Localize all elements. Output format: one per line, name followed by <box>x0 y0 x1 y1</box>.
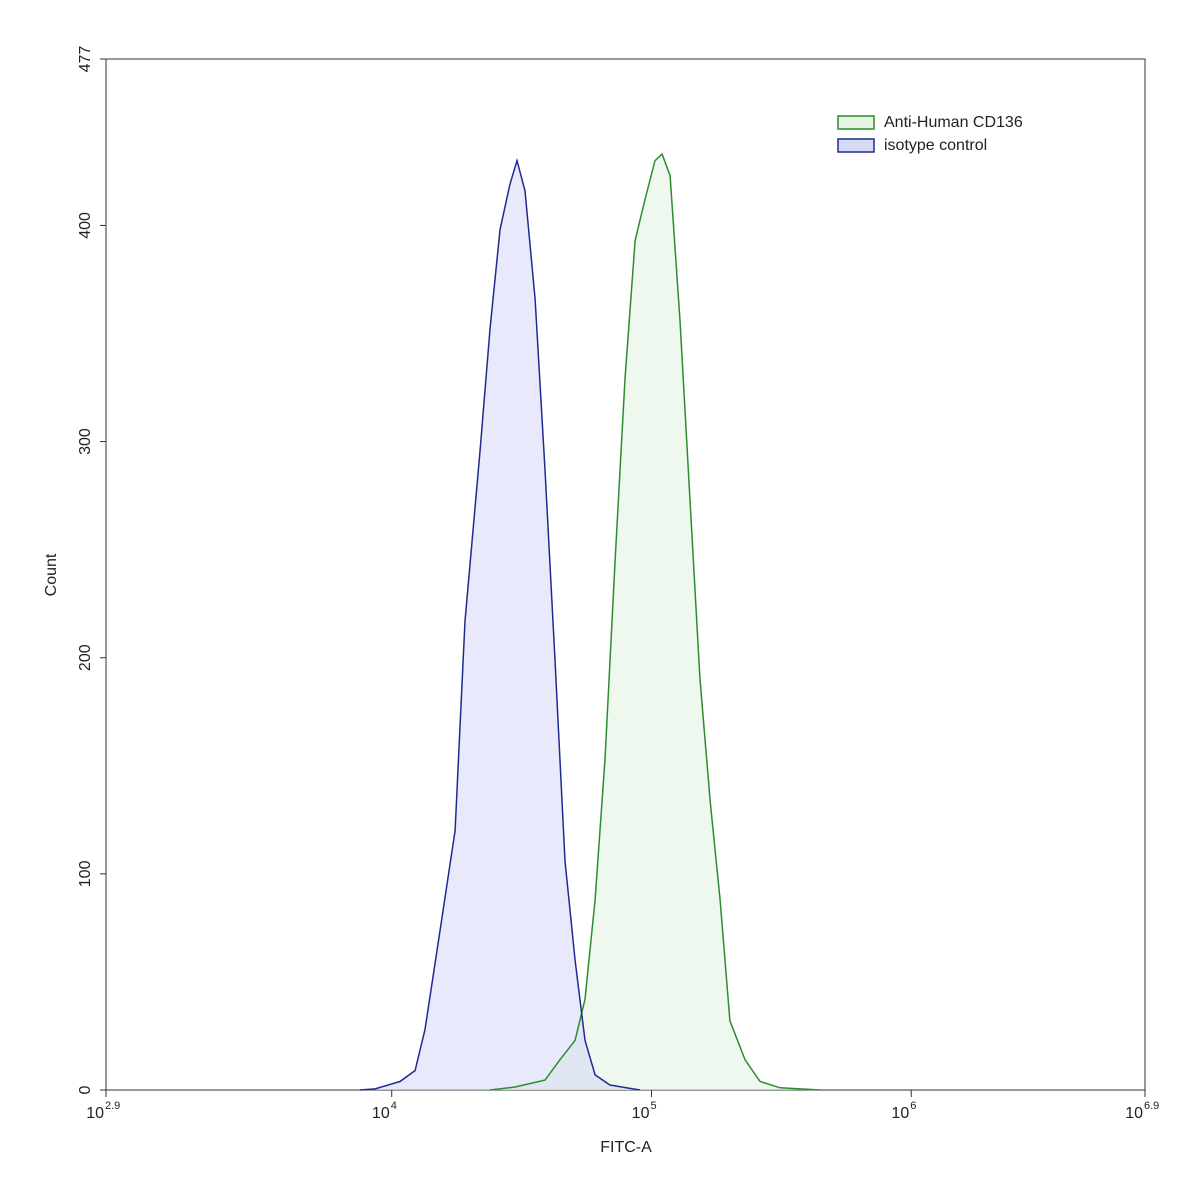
x-axis-label: FITC-A <box>600 1139 652 1156</box>
y-tick-label: 0 <box>77 1085 94 1094</box>
x-tick-label: 10 <box>632 1105 650 1122</box>
line <box>489 152 821 1091</box>
line <box>359 157 641 1091</box>
x-tick-exponent: 2.9 <box>105 1100 120 1112</box>
x-tick-label: 10 <box>1125 1105 1143 1122</box>
y-tick-label: 300 <box>77 428 94 455</box>
y-tick-label: 400 <box>77 212 94 239</box>
x-tick-label: 10 <box>891 1105 909 1122</box>
y-tick-label: 200 <box>77 644 94 671</box>
legend-label: Anti-Human CD136 <box>884 114 1023 131</box>
x-tick-label: 10 <box>372 1105 390 1122</box>
area <box>360 160 640 1091</box>
legend-label: isotype control <box>884 137 987 154</box>
x-tick-exponent: 6 <box>910 1100 916 1112</box>
area <box>490 154 821 1091</box>
y-axis-label: Count <box>43 553 60 596</box>
legend-swatch <box>837 138 875 153</box>
x-tick-exponent: 6.9 <box>1144 1100 1159 1112</box>
legend-swatch <box>837 115 875 130</box>
x-tick-label: 10 <box>86 1105 104 1122</box>
x-tick-exponent: 5 <box>650 1100 656 1112</box>
y-tick-label: 477 <box>77 46 94 73</box>
y-tick-label: 100 <box>77 860 94 887</box>
x-tick-exponent: 4 <box>391 1100 397 1112</box>
